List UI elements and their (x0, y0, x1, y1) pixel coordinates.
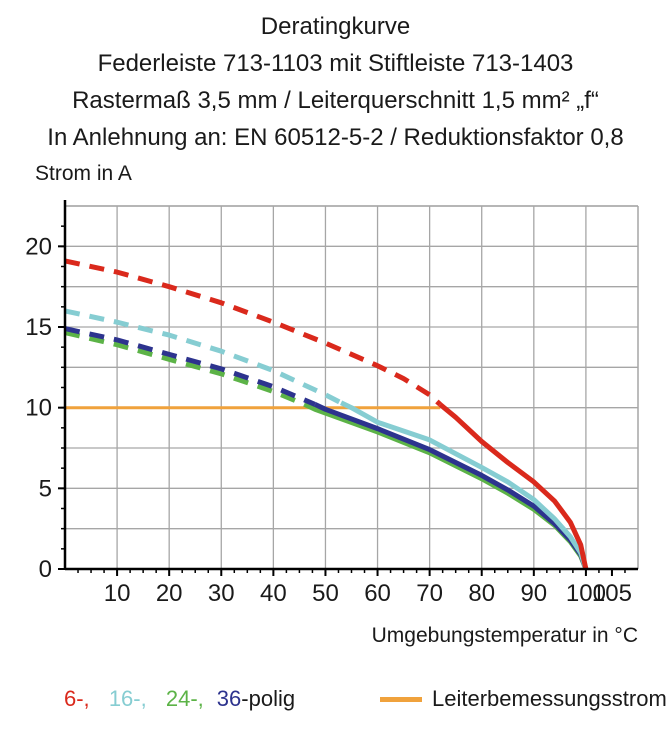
legend-item-16-polig: 16-, (108, 686, 147, 711)
title-line-3: Rastermaß 3,5 mm / Leiterquerschnitt 1,5… (72, 87, 599, 114)
y-tick-label: 0 (39, 556, 52, 583)
legend-item-36-polig: 36 (216, 686, 242, 711)
curve-dashed-24-polig (64, 330, 306, 407)
curve-solid-24-polig (303, 402, 589, 570)
x-tick-label: 50 (312, 580, 339, 607)
x-tick-label: 20 (156, 580, 183, 607)
x-tick-label: 10 (104, 580, 131, 607)
title-line-1: Deratingkurve (260, 13, 411, 40)
derating-chart: 10 20 30 40 50 60 70 80 90 100 105 0 5 10 15 20 (0, 196, 671, 616)
chart-title-block: Deratingkurve Federleiste 713-1103 mit S… (0, 0, 671, 156)
curve-dashed-16-polig (64, 308, 343, 406)
legend-item-24-polig: 24-, (165, 686, 204, 711)
rated-current-label: Leiterbemessungsstrom (432, 686, 667, 711)
legend-item-6-polig: 6-, (64, 686, 90, 711)
x-tick-label: 30 (208, 580, 235, 607)
rated-current-legend: Leiterbemessungsstrom (380, 686, 667, 712)
x-axis-title: Umgebungstemperatur in °C (371, 624, 638, 647)
x-tick-label: 90 (520, 580, 547, 607)
pole-count-legend: 6-, 16-, 24-, 36-polig (64, 686, 295, 712)
y-tick-label: 10 (25, 395, 52, 422)
legend-pole-suffix: -polig (241, 686, 296, 711)
y-tick-label: 20 (25, 233, 52, 260)
y-tick-label: 15 (25, 314, 52, 341)
x-tick-label: 105 (592, 580, 632, 607)
curve-solid-16-polig (340, 400, 589, 570)
curve-dashed-36-polig (64, 326, 316, 407)
y-axis-title: Strom in A (35, 162, 132, 185)
y-tick-label: 5 (39, 475, 52, 502)
curve-dashed-6-polig (64, 258, 442, 407)
title-line-2: Federleiste 713-1103 mit Stiftleiste 713… (97, 50, 574, 77)
curve-solid-6-polig (438, 402, 589, 570)
x-tick-label: 70 (416, 580, 443, 607)
title-line-4: In Anlehnung an: EN 60512-5-2 / Reduktio… (47, 124, 624, 151)
curve-solid-36-polig (313, 402, 589, 570)
x-tick-label: 80 (468, 580, 495, 607)
x-tick-label: 100 (566, 580, 606, 607)
x-tick-label: 40 (260, 580, 287, 607)
rated-current-line-swatch (380, 696, 422, 702)
x-tick-label: 60 (364, 580, 391, 607)
